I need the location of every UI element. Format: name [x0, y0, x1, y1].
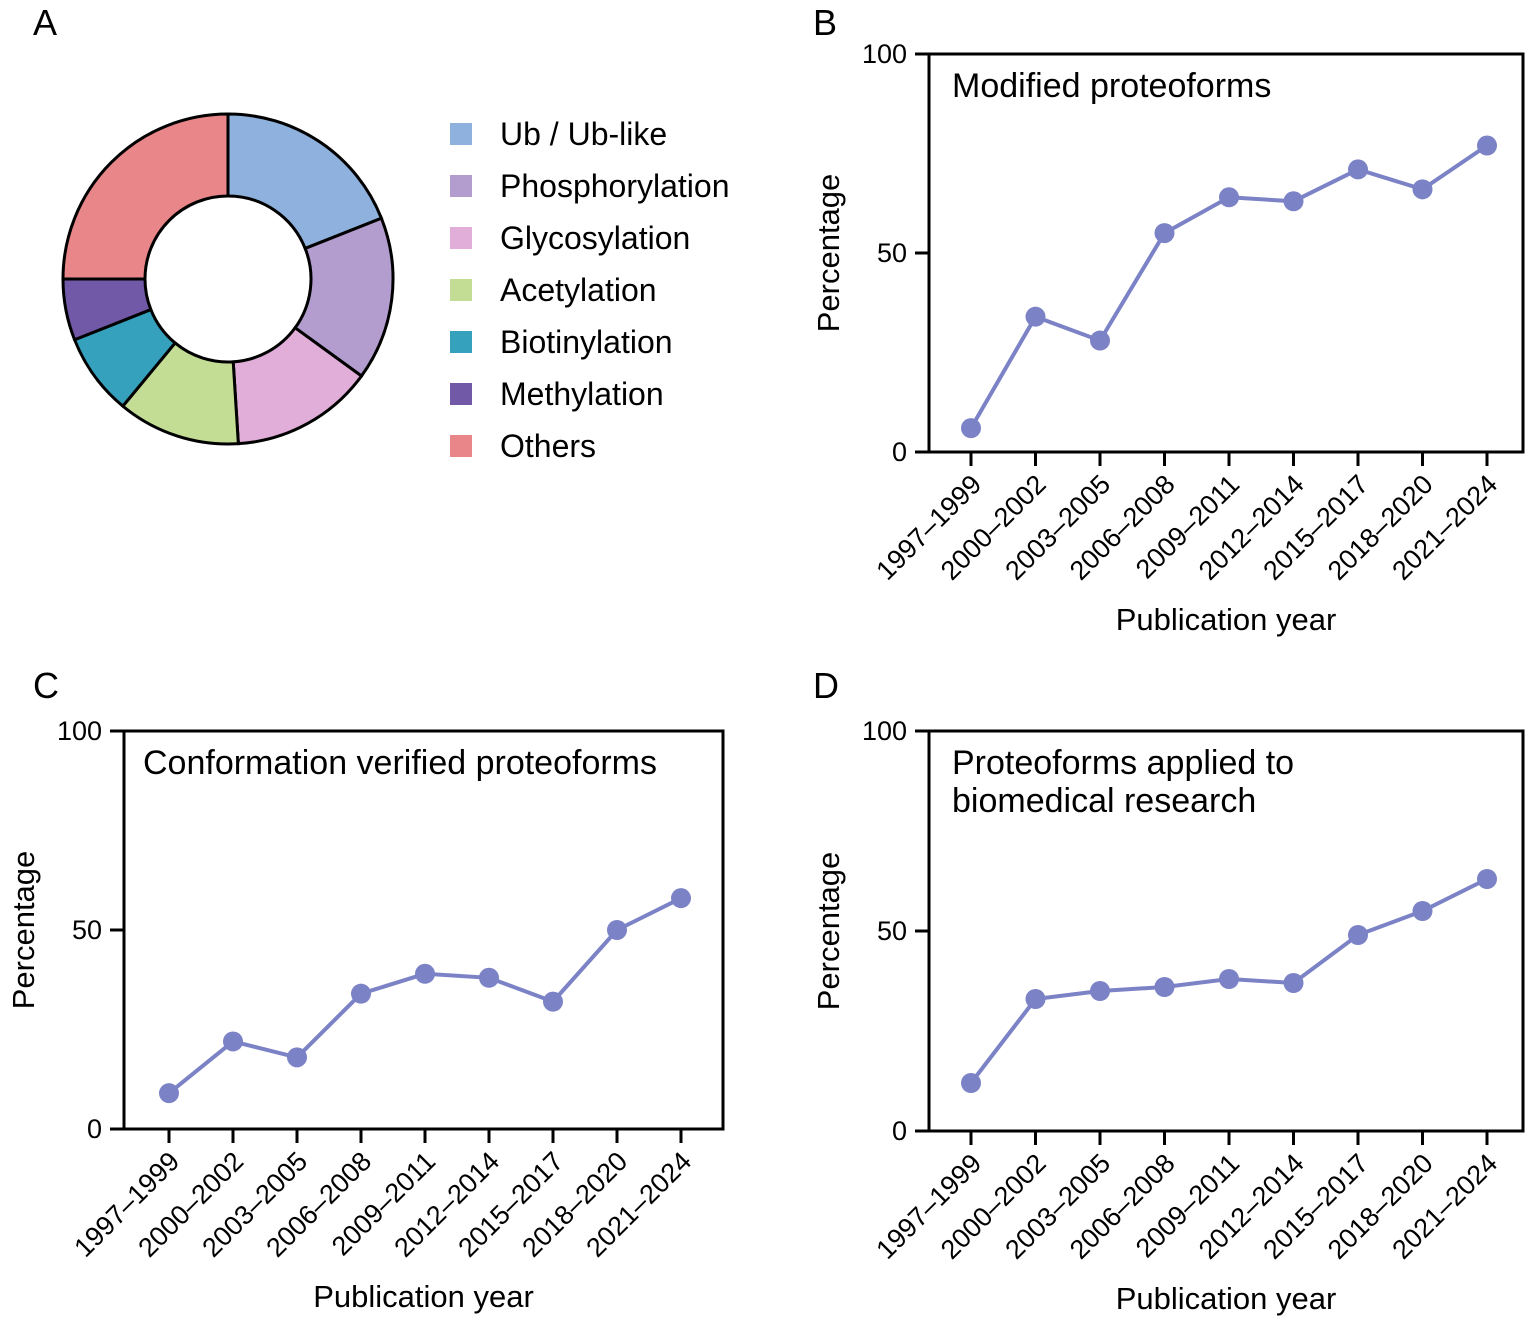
y-tick-label: 100	[862, 716, 907, 746]
data-point-marker	[961, 418, 981, 439]
legend-swatch-icon	[450, 227, 472, 249]
data-point-marker	[415, 963, 435, 984]
y-axis-title: Percentage	[811, 174, 846, 333]
donut-chart	[61, 112, 395, 446]
plot-frame	[122, 729, 725, 1131]
legend-label: Methylation	[500, 375, 664, 412]
y-tick-label: 50	[877, 238, 907, 268]
plot-title: Proteoforms applied to	[952, 744, 1294, 782]
data-point-marker	[1025, 989, 1046, 1009]
legend-label: Ub / Ub-like	[500, 115, 668, 152]
panel-label-a: A	[33, 2, 58, 43]
legend-label: Glycosylation	[500, 219, 691, 256]
legend-swatch-icon	[450, 175, 472, 197]
y-tick-label: 100	[57, 716, 102, 746]
data-point-marker	[543, 991, 563, 1012]
data-point-marker	[1348, 925, 1368, 945]
panel-label-c: C	[33, 665, 59, 706]
legend-item-1: Ub / Ub-like	[450, 115, 729, 152]
data-point-marker	[671, 888, 691, 909]
line-chart-biomedical-research: 0501001997–19992000–20022003–20052006–20…	[811, 716, 1525, 1316]
panel-label-b: B	[813, 2, 838, 43]
y-tick-label: 50	[877, 916, 907, 946]
plot-frame	[927, 52, 1525, 454]
donut-segment-2	[293, 216, 395, 379]
legend-item-5: Biotinylation	[450, 323, 729, 360]
data-point-marker	[351, 983, 371, 1004]
legend-label: Phosphorylation	[500, 167, 730, 204]
donut-segment-1	[226, 112, 384, 251]
data-point-marker	[1477, 135, 1497, 156]
x-axis-title: Publication year	[1116, 1281, 1337, 1316]
plot-title: biomedical research	[952, 782, 1256, 820]
data-point-marker	[1283, 973, 1304, 993]
legend-item-2: Phosphorylation	[450, 167, 730, 204]
x-axis-title: Publication year	[1116, 602, 1337, 637]
donut-legend: Ub / Ub-like Phosphorylation Glycosylation…	[450, 115, 730, 482]
line-chart-conformation-verified: 0501001997–19992000–20022003–20052006–20…	[6, 716, 725, 1314]
y-axis-title: Percentage	[6, 851, 41, 1010]
legend-swatch-icon	[450, 331, 472, 353]
y-axis-title: Percentage	[811, 852, 846, 1011]
plot-title: Modified proteoforms	[952, 67, 1271, 105]
legend-swatch-icon	[450, 279, 472, 301]
legend-item-3: Glycosylation	[450, 219, 729, 256]
y-tick-label: 50	[72, 915, 102, 945]
data-point-marker	[1154, 977, 1175, 997]
x-axis-title: Publication year	[313, 1279, 534, 1314]
data-point-marker	[1154, 223, 1175, 244]
legend-label: Others	[500, 427, 597, 464]
y-tick-label: 0	[892, 1116, 907, 1146]
y-tick-label: 0	[87, 1114, 102, 1144]
legend-swatch-icon	[450, 123, 472, 145]
data-point-marker	[1219, 969, 1239, 989]
legend-item-6: Methylation	[450, 375, 729, 412]
data-point-marker	[479, 967, 499, 988]
legend-label: Biotinylation	[500, 323, 673, 360]
plot-title: Conformation verified proteoforms	[143, 744, 657, 782]
data-point-marker	[1412, 901, 1433, 921]
data-point-marker	[1412, 179, 1433, 200]
data-point-marker	[1025, 306, 1046, 327]
panel-label-d: D	[813, 665, 839, 706]
legend-item-7: Others	[450, 427, 729, 464]
legend-swatch-icon	[450, 435, 472, 457]
line-series	[167, 896, 682, 1095]
data-point-marker	[1348, 159, 1368, 180]
data-point-marker	[1283, 191, 1304, 212]
data-point-marker	[1477, 869, 1497, 889]
data-point-marker	[1090, 981, 1110, 1001]
data-point-marker	[961, 1073, 981, 1093]
legend-label: Acetylation	[500, 271, 657, 308]
donut-segment-7	[61, 112, 230, 281]
data-point-marker	[607, 920, 627, 940]
legend-swatch-icon	[450, 383, 472, 405]
line-chart-modified-proteoforms: 0501001997–19992000–20022003–20052006–20…	[811, 39, 1525, 637]
data-point-marker	[159, 1083, 179, 1104]
y-tick-label: 100	[862, 39, 907, 69]
data-point-marker	[1219, 187, 1239, 208]
data-point-marker	[1090, 330, 1110, 351]
legend-item-4: Acetylation	[450, 271, 729, 308]
data-point-marker	[223, 1031, 243, 1052]
data-point-marker	[287, 1047, 307, 1068]
y-tick-label: 0	[892, 437, 907, 467]
